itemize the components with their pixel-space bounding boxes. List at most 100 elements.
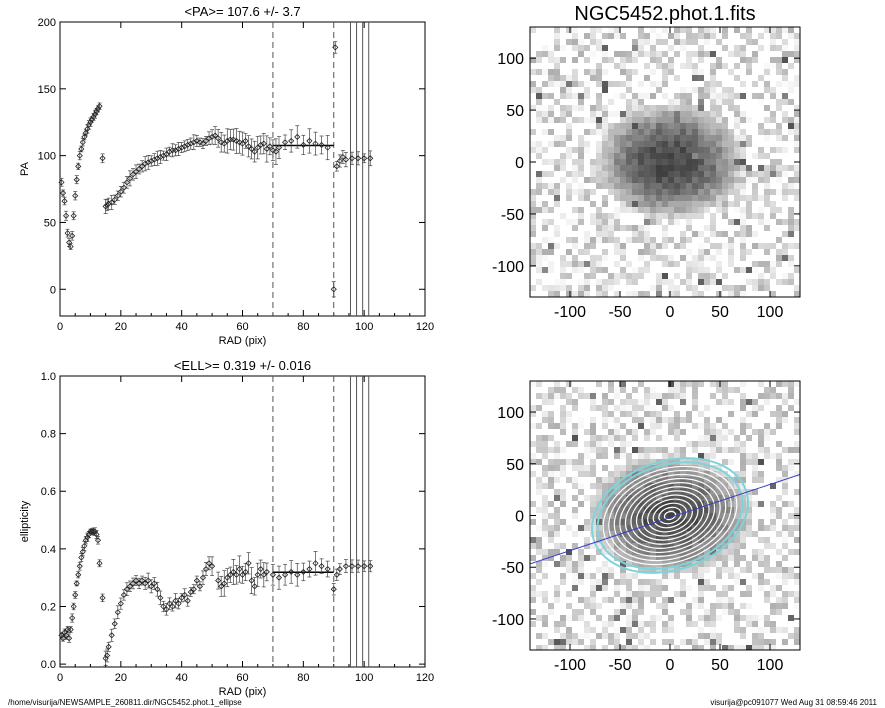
data-point [209, 563, 216, 570]
data-point [233, 137, 240, 145]
data-point [318, 563, 325, 570]
y-axis-label: ellipticity [19, 500, 31, 542]
data-point [218, 583, 225, 590]
data-point [154, 155, 161, 162]
data-point [269, 571, 276, 578]
data-point [93, 531, 100, 538]
data-point [120, 591, 127, 599]
data-point [355, 155, 362, 162]
data-point [312, 140, 319, 147]
data-point [66, 635, 73, 642]
data-point [67, 243, 74, 250]
data-point [348, 155, 356, 162]
data-point [239, 140, 246, 147]
data-point [129, 171, 137, 178]
data-point [324, 565, 331, 573]
pixel-map [530, 27, 800, 297]
isophote-ellipse [630, 486, 710, 545]
x-axis-label: RAD (pix) [219, 335, 267, 347]
data-point [306, 565, 313, 573]
data-point [330, 586, 337, 593]
y-tick-label: 0 [515, 509, 524, 526]
data-point [193, 137, 200, 145]
data-point [266, 143, 273, 150]
data-point [239, 571, 246, 578]
data-point [96, 103, 103, 110]
data-point [145, 159, 152, 166]
data-point [215, 135, 222, 142]
x-tick-label: 50 [711, 304, 729, 321]
data-point [294, 571, 301, 578]
data-point [190, 139, 197, 146]
data-point [336, 157, 343, 165]
data-point [367, 155, 374, 162]
data-point [108, 632, 115, 639]
data-point [230, 136, 237, 143]
data-point [136, 580, 143, 587]
x-tick-label: 100 [355, 672, 373, 684]
isophote-ellipse [619, 478, 721, 553]
y-tick-label: 0 [50, 284, 56, 296]
data-point [126, 175, 134, 182]
data-point [129, 580, 137, 587]
isophote-ellipse [635, 490, 705, 541]
data-point [221, 140, 228, 147]
x-tick-label: 0 [666, 657, 675, 674]
data-point [160, 603, 167, 610]
y-tick-label: 50 [506, 457, 524, 474]
data-point [330, 286, 337, 293]
data-point [339, 153, 346, 161]
y-tick-label: 0.2 [41, 601, 56, 613]
x-tick-label: 0 [666, 304, 675, 321]
pixel-map [530, 381, 800, 650]
data-point [104, 652, 111, 659]
data-point [99, 155, 106, 162]
data-point [312, 560, 319, 567]
y-tick-label: -100 [492, 612, 524, 629]
data-point [111, 196, 118, 203]
data-point [224, 137, 231, 145]
data-point [209, 133, 216, 140]
isophote-ellipse [624, 482, 716, 549]
data-point [184, 597, 191, 604]
data-point [78, 145, 85, 153]
data-point [324, 144, 331, 151]
data-point [151, 580, 158, 587]
data-point [63, 212, 70, 219]
isophote-ellipse [652, 502, 688, 529]
data-point [333, 163, 340, 170]
x-tick-label: 120 [416, 321, 434, 333]
data-point [63, 632, 70, 639]
y-tick-label: 100 [497, 405, 524, 422]
x-tick-label: 20 [115, 672, 127, 684]
data-point [361, 563, 368, 570]
data-point [242, 568, 249, 575]
data-point [263, 145, 270, 153]
x-tick-label: 100 [757, 657, 784, 674]
data-point [251, 583, 258, 590]
data-point [108, 199, 115, 206]
data-point [355, 563, 362, 570]
data-point [166, 148, 173, 155]
y-tick-label: 0.8 [41, 429, 56, 441]
footer-file-path: /home/visurija/NEWSAMPLE_260811.dir/NGC5… [8, 698, 242, 707]
isophote-ellipse [608, 469, 732, 562]
data-point [269, 147, 276, 154]
data-point [58, 179, 65, 186]
data-point [61, 198, 68, 205]
y-tick-label: 0.6 [41, 486, 56, 498]
data-point [202, 137, 210, 145]
galaxy-image-panel: NGC5452.phot.1.fits -100 -50 0 50 100 -100 -50 0… [492, 3, 801, 321]
y-tick-label: 50 [44, 217, 56, 229]
data-point [163, 151, 170, 158]
data-point [205, 560, 213, 567]
data-point [199, 140, 207, 147]
data-point [196, 139, 203, 146]
data-point [178, 594, 185, 601]
data-point [332, 44, 339, 51]
data-point [70, 212, 77, 219]
data-point [233, 571, 240, 578]
y-axis-label: PA [19, 161, 31, 176]
y-tick-label: 0.4 [41, 544, 56, 556]
